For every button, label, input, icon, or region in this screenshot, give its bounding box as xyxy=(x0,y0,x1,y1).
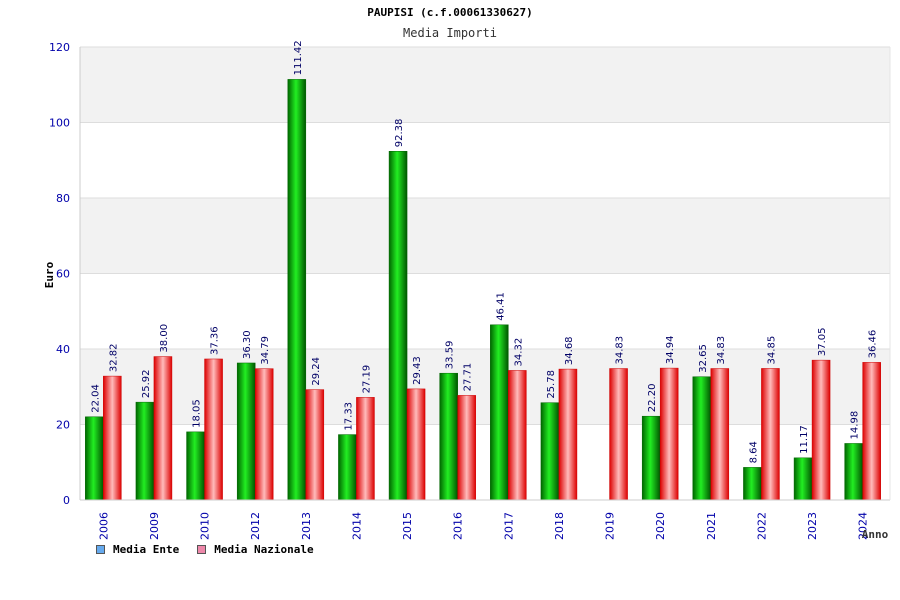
bar-media-ente xyxy=(85,416,104,501)
legend-swatch-media-ente xyxy=(96,545,105,554)
x-tick-label: 2013 xyxy=(300,512,313,540)
x-tick-label: 2018 xyxy=(553,512,566,540)
data-label: 25.78 xyxy=(546,370,557,399)
grid-band xyxy=(80,198,890,274)
bar-media-ente xyxy=(388,151,408,501)
data-label: 34.32 xyxy=(513,338,524,367)
bar-media-ente xyxy=(490,324,509,501)
y-tick-label: 40 xyxy=(56,343,70,356)
bar-media-nazionale xyxy=(254,368,274,501)
y-tick-label: 20 xyxy=(56,419,70,432)
bar-media-nazionale xyxy=(103,375,122,501)
legend-item-media-nazionale: Media Nazionale xyxy=(197,543,314,556)
data-label: 38.00 xyxy=(159,324,170,353)
data-label: 17.33 xyxy=(343,402,354,431)
bar-media-nazionale xyxy=(153,356,173,501)
data-label: 25.92 xyxy=(141,370,152,399)
data-label: 32.65 xyxy=(698,344,709,373)
legend-swatch-media-nazionale xyxy=(197,545,207,554)
bar-media-nazionale xyxy=(204,358,223,501)
bar-media-ente xyxy=(641,415,661,501)
x-tick-label: 2020 xyxy=(654,512,667,540)
bar-media-nazionale xyxy=(406,388,426,501)
bar-media-ente xyxy=(287,79,307,501)
data-label: 22.04 xyxy=(90,384,101,413)
grid-band xyxy=(80,47,890,123)
bar-media-nazionale xyxy=(305,389,325,501)
y-tick-label: 60 xyxy=(56,268,70,281)
y-tick-label: 0 xyxy=(63,494,70,507)
data-label: 32.82 xyxy=(108,343,119,372)
bar-media-ente xyxy=(743,467,762,501)
bar-media-nazionale xyxy=(710,368,730,501)
bar-media-nazionale xyxy=(862,362,881,501)
bar-media-nazionale xyxy=(457,395,476,501)
bar-media-ente xyxy=(338,434,357,501)
y-tick-label: 120 xyxy=(49,41,70,54)
legend-label-media-nazionale: Media Nazionale xyxy=(214,543,314,556)
x-tick-label: 2012 xyxy=(249,512,262,540)
bar-media-ente xyxy=(135,401,155,501)
data-label: 92.38 xyxy=(394,119,405,148)
data-label: 33.59 xyxy=(445,341,456,370)
data-label: 27.71 xyxy=(463,363,474,392)
y-tick-label: 100 xyxy=(49,117,70,130)
data-label: 8.64 xyxy=(748,441,759,463)
x-tick-label: 2019 xyxy=(604,512,617,540)
x-tick-label: 2017 xyxy=(502,512,515,540)
bar-media-nazionale xyxy=(508,370,527,501)
bar-media-nazionale xyxy=(811,359,831,501)
data-label: 36.46 xyxy=(868,330,879,359)
bar-media-ente xyxy=(540,402,560,501)
data-label: 34.85 xyxy=(766,336,777,365)
legend-label-media-ente: Media Ente xyxy=(113,543,180,556)
bar-media-nazionale xyxy=(356,397,375,501)
data-label: 14.98 xyxy=(850,411,861,440)
data-label: 37.05 xyxy=(817,327,828,356)
data-label: 11.17 xyxy=(799,425,810,454)
bar-media-ente xyxy=(692,376,712,501)
x-tick-label: 2023 xyxy=(806,512,819,540)
data-label: 34.79 xyxy=(260,336,271,365)
data-label: 34.94 xyxy=(665,335,676,364)
y-axis-label: Euro xyxy=(43,261,56,288)
data-label: 34.83 xyxy=(716,336,727,365)
bar-media-nazionale xyxy=(558,368,578,501)
bar-media-ente xyxy=(186,431,205,501)
bar-media-nazionale xyxy=(761,368,780,501)
chart-subtitle: Media Importi xyxy=(403,26,497,40)
data-label: 37.36 xyxy=(210,326,221,355)
x-tick-label: 2006 xyxy=(97,512,110,540)
data-label: 46.41 xyxy=(495,292,506,321)
bar-media-ente xyxy=(236,362,256,501)
chart-title: PAUPISI (c.f.00061330627) xyxy=(367,6,533,19)
x-tick-label: 2010 xyxy=(199,512,212,540)
x-tick-label: 2016 xyxy=(452,512,465,540)
data-label: 29.43 xyxy=(412,356,423,385)
bar-media-ente xyxy=(793,457,813,501)
data-label: 18.05 xyxy=(192,399,203,428)
bar-media-nazionale xyxy=(659,367,679,501)
x-tick-label: 2022 xyxy=(755,512,768,540)
bar-media-ente xyxy=(844,443,863,501)
data-label: 27.19 xyxy=(361,365,372,394)
x-tick-label: 2009 xyxy=(148,512,161,540)
y-tick-label: 80 xyxy=(56,192,70,205)
data-label: 111.42 xyxy=(293,40,304,75)
x-tick-label: 2021 xyxy=(705,512,718,540)
bar-media-nazionale xyxy=(609,368,628,501)
data-label: 36.30 xyxy=(242,330,253,359)
legend: Media Ente Media Nazionale xyxy=(96,543,314,556)
x-axis-label: Anno xyxy=(862,528,889,541)
data-label: 22.20 xyxy=(647,384,658,413)
data-label: 34.68 xyxy=(564,336,575,365)
data-label: 34.83 xyxy=(615,336,626,365)
x-tick-label: 2014 xyxy=(350,512,363,540)
data-label: 29.24 xyxy=(311,357,322,386)
x-tick-label: 2024 xyxy=(857,512,870,540)
x-tick-label: 2015 xyxy=(401,512,414,540)
legend-item-media-ente: Media Ente xyxy=(96,543,179,556)
bar-media-ente xyxy=(439,372,458,501)
